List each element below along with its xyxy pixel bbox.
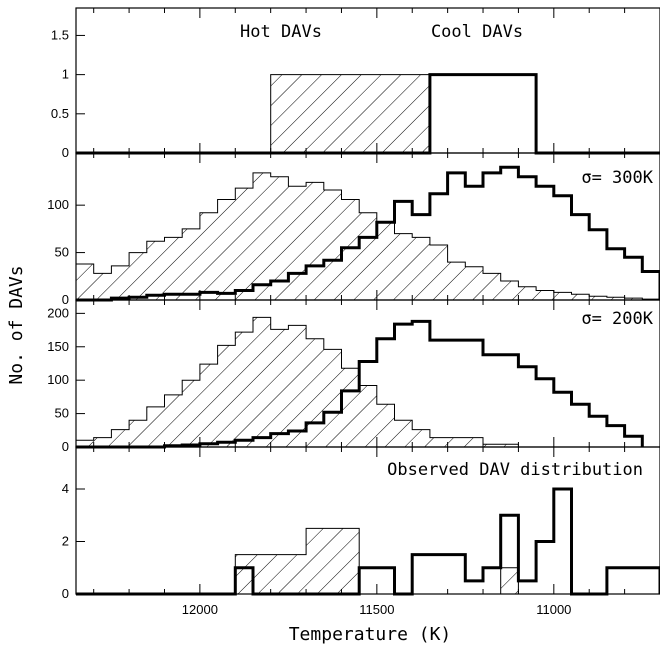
y-tick-label: 0 (62, 145, 69, 160)
x-tick-label: 11000 (536, 602, 571, 617)
panel-annotation: Hot DAVs (240, 22, 322, 42)
y-axis-label: No. of DAVs (6, 265, 27, 384)
panel-annotation: Cool DAVs (431, 22, 523, 42)
x-axis-label: Temperature (K) (289, 624, 452, 645)
panel-observed: 0 2 4 Observed DAV distribution (62, 446, 660, 601)
y-tick-label: 1.5 (51, 27, 69, 42)
series-cool-davs-observed (76, 487, 660, 596)
y-tick-label: 200 (47, 305, 69, 320)
y-tick-label: 100 (47, 372, 69, 387)
series-hot-davs-top (76, 74, 660, 154)
y-tick-label: 2 (62, 534, 69, 549)
panel-annotation: σ= 200K (581, 309, 653, 329)
y-tick-label: 4 (62, 481, 69, 496)
y-tick-label: 0 (62, 292, 69, 307)
y-tick-label: 150 (47, 339, 69, 354)
panel-sigma-300: 0 50 100 σ= 300K (47, 152, 660, 307)
panel-annotation: Observed DAV distribution (387, 460, 643, 480)
series-hot-davs-sigma-200 (75, 316, 660, 448)
y-tick-label: 50 (55, 406, 69, 421)
x-tick-label: 11500 (359, 602, 394, 617)
y-tick-label: 50 (55, 245, 69, 260)
y-tick-label: 100 (47, 197, 69, 212)
panel-annotation: σ= 300K (581, 168, 653, 188)
panel-frame (75, 446, 660, 595)
y-tick-label: 0 (62, 586, 69, 601)
y-tick-label: 0 (62, 439, 69, 454)
y-tick-label: 0.5 (51, 106, 69, 121)
x-tick-label: 12000 (182, 602, 218, 617)
series-cool-davs-sigma-300 (76, 165, 660, 302)
panel-sigma-200: 0 50 100 150 200 σ= 200K (47, 299, 660, 454)
y-tick-label: 1 (62, 67, 69, 82)
panel-top: 0 0.5 1 1.5 Hot DAVs Cool DAVs (51, 7, 660, 160)
